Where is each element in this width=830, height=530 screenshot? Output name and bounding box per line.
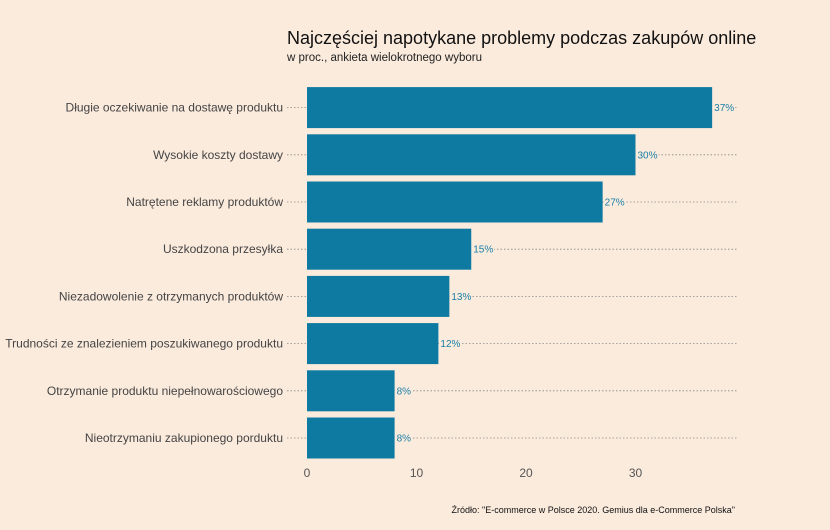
category-label: Wysokie koszty dostawy: [153, 148, 283, 162]
value-label: 37%: [714, 103, 734, 114]
category-label: Niezadowolenie z otrzymanych produktów: [59, 289, 283, 303]
value-label-background: [472, 244, 495, 255]
value-label: 27%: [605, 198, 625, 209]
chart-subtitle: w proc., ankieta wielokrotnego wyboru: [286, 52, 482, 64]
bar: [307, 370, 395, 412]
value-label-background: [713, 102, 736, 113]
bar: [307, 228, 472, 270]
category-label: Natrętene reklamy produktów: [126, 195, 283, 209]
category-label: Otrzymanie produktu niepełnowarościowego: [47, 384, 283, 398]
value-label-background: [450, 291, 473, 302]
value-label: 13%: [451, 292, 471, 303]
value-label-background: [395, 433, 413, 443]
value-label: 15%: [473, 245, 493, 256]
value-label-background: [439, 338, 462, 349]
category-label: Nieotrzymaniu zakupionego porduktu: [85, 431, 283, 445]
x-tick-label: 0: [304, 466, 311, 480]
source-note: Źródło: "E-commerce w Polsce 2020. Gemiu…: [452, 505, 736, 515]
x-axis: 0 10 20 30: [304, 466, 643, 480]
value-label-background: [636, 149, 659, 160]
bar: [307, 417, 395, 459]
category-labels: Długie oczekiwanie na dostawę produktu Wy…: [5, 101, 283, 445]
value-label-background: [395, 385, 413, 396]
chart-title: Najczęściej napotykane problemy podczas …: [287, 28, 756, 48]
x-tick-label: 20: [519, 466, 533, 480]
value-label: 30%: [638, 150, 658, 161]
category-label: Długie oczekiwanie na dostawę produktu: [66, 101, 283, 115]
bar: [307, 323, 439, 365]
bar: [307, 181, 603, 223]
value-label: 8%: [397, 434, 412, 445]
category-label: Uszkodzona przesyłka: [163, 242, 283, 256]
value-labels: 37% 30% 27% 15% 13% 12% 8% 8%: [395, 102, 736, 445]
value-label-background: [603, 197, 626, 207]
value-label: 8%: [397, 386, 412, 397]
category-label: Trudności ze znalezieniem poszukiwanego …: [5, 337, 283, 351]
x-tick-label: 10: [410, 466, 424, 480]
bar: [307, 275, 450, 317]
bar: [307, 134, 636, 176]
bars: [307, 87, 713, 459]
x-tick-label: 30: [629, 466, 643, 480]
value-label: 12%: [440, 339, 460, 350]
bar: [307, 87, 713, 129]
